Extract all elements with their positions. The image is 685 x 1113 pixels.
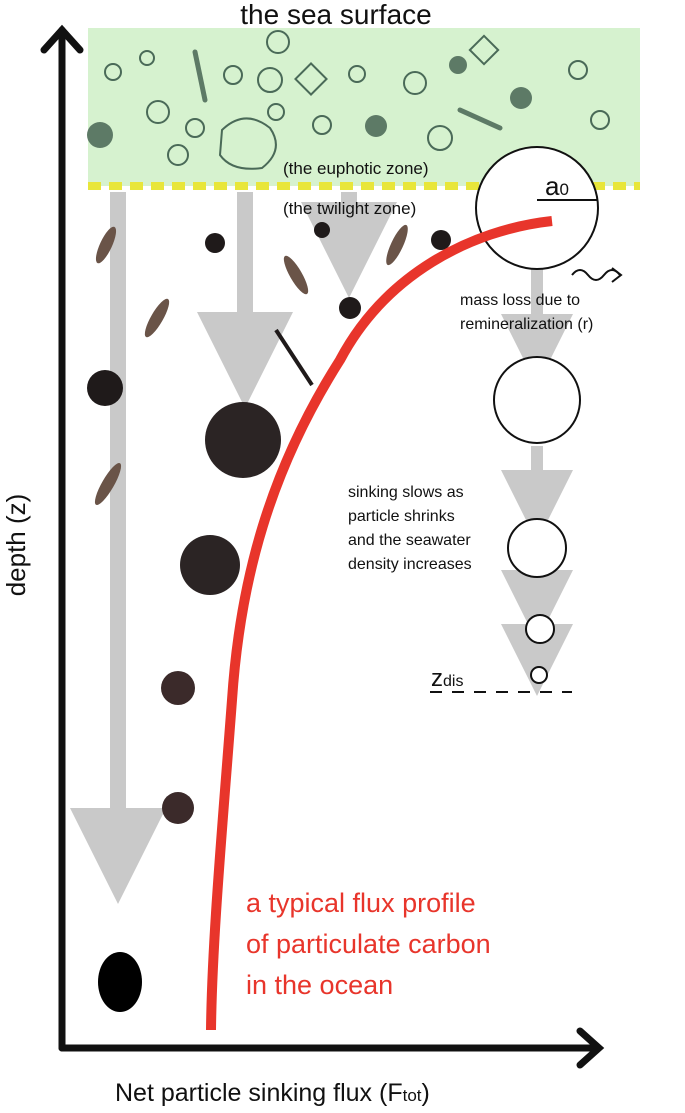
x-axis-label: Net particle sinking flux (Ftot) bbox=[115, 1079, 430, 1107]
twilight-zone-label: (the twilight zone) bbox=[283, 199, 416, 218]
x-axis-arrowhead bbox=[576, 1027, 605, 1069]
remineralization-squiggle bbox=[571, 267, 623, 283]
sinking-label-3: and the seawater bbox=[348, 532, 471, 549]
x-axis-label-end: ) bbox=[422, 1079, 430, 1107]
marine-snow-aggregates bbox=[87, 222, 451, 1012]
zdis-sub: dis bbox=[443, 673, 463, 690]
initial-particle bbox=[475, 146, 599, 270]
particle-stage-2 bbox=[493, 356, 581, 444]
sea-surface-label: the sea surface bbox=[240, 0, 431, 30]
particle-stage-5 bbox=[530, 666, 548, 684]
y-axis-label: depth (z) bbox=[1, 494, 31, 597]
profile-caption-2: of particulate carbon bbox=[246, 929, 491, 959]
sinking-label-4: density increases bbox=[348, 556, 472, 573]
diatom-rods bbox=[192, 49, 503, 131]
x-axis-label-sub: tot bbox=[403, 1086, 422, 1105]
zdis-main: z bbox=[431, 665, 443, 692]
profile-caption-1: a typical flux profile bbox=[246, 888, 476, 918]
a0-main: a bbox=[545, 171, 560, 201]
mass-loss-label-2: remineralization (r) bbox=[460, 316, 593, 333]
profile-caption-3: in the ocean bbox=[246, 970, 393, 1000]
particle-chain bbox=[475, 146, 599, 696]
a0-label: a0 bbox=[545, 171, 569, 201]
plankton-cluster bbox=[104, 30, 610, 170]
axes bbox=[40, 24, 605, 1069]
mass-loss-label-1: mass loss due to bbox=[460, 292, 580, 309]
particle-stage-4 bbox=[525, 614, 555, 644]
sinking-label-2: particle shrinks bbox=[348, 508, 455, 525]
a0-sub: 0 bbox=[559, 180, 568, 199]
sinking-arrows bbox=[70, 192, 397, 904]
particle-stage-3 bbox=[507, 518, 567, 578]
spiky-plankton bbox=[87, 56, 532, 148]
flux-profile-curve bbox=[206, 216, 553, 1031]
zdis-label: zdis bbox=[431, 665, 463, 692]
euphotic-zone-label: (the euphotic zone) bbox=[283, 159, 429, 178]
sinking-label-1: sinking slows as bbox=[348, 484, 464, 501]
x-axis-label-main: Net particle sinking flux (F bbox=[115, 1079, 403, 1107]
y-axis-arrowhead bbox=[40, 24, 84, 54]
